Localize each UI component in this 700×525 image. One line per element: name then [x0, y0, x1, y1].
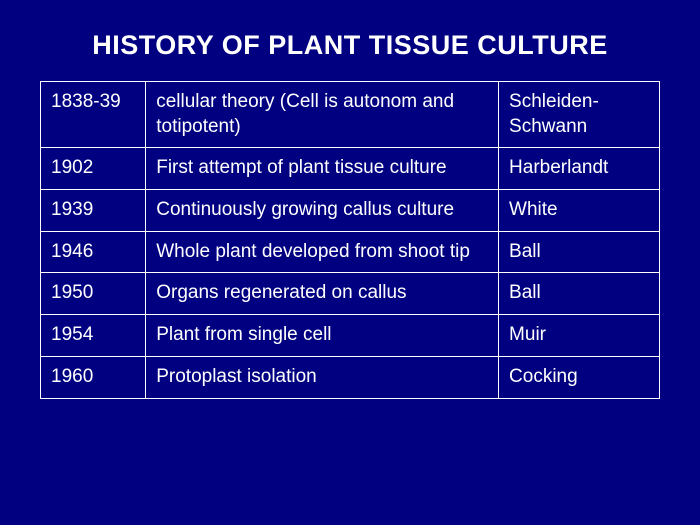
- table-row: 1960 Protoplast isolation Cocking: [41, 356, 660, 398]
- cell-year: 1902: [41, 148, 146, 190]
- cell-year: 1939: [41, 190, 146, 232]
- cell-description: cellular theory (Cell is autonom and tot…: [146, 82, 499, 148]
- table-row: 1946 Whole plant developed from shoot ti…: [41, 231, 660, 273]
- cell-description: Whole plant developed from shoot tip: [146, 231, 499, 273]
- cell-description: Protoplast isolation: [146, 356, 499, 398]
- cell-person: Harberlandt: [499, 148, 660, 190]
- cell-description: Continuously growing callus culture: [146, 190, 499, 232]
- slide-title: HISTORY OF PLANT TISSUE CULTURE: [40, 30, 660, 61]
- table-row: 1950 Organs regenerated on callus Ball: [41, 273, 660, 315]
- cell-year: 1954: [41, 315, 146, 357]
- table-body: 1838-39 cellular theory (Cell is autonom…: [41, 82, 660, 399]
- cell-person: Ball: [499, 273, 660, 315]
- slide-container: HISTORY OF PLANT TISSUE CULTURE 1838-39 …: [0, 0, 700, 525]
- table-row: 1954 Plant from single cell Muir: [41, 315, 660, 357]
- cell-year: 1946: [41, 231, 146, 273]
- cell-person: Schleiden-Schwann: [499, 82, 660, 148]
- table-row: 1902 First attempt of plant tissue cultu…: [41, 148, 660, 190]
- cell-description: First attempt of plant tissue culture: [146, 148, 499, 190]
- cell-person: White: [499, 190, 660, 232]
- cell-description: Plant from single cell: [146, 315, 499, 357]
- cell-description: Organs regenerated on callus: [146, 273, 499, 315]
- cell-person: Muir: [499, 315, 660, 357]
- table-row: 1939 Continuously growing callus culture…: [41, 190, 660, 232]
- cell-year: 1960: [41, 356, 146, 398]
- history-table: 1838-39 cellular theory (Cell is autonom…: [40, 81, 660, 399]
- cell-person: Ball: [499, 231, 660, 273]
- table-row: 1838-39 cellular theory (Cell is autonom…: [41, 82, 660, 148]
- cell-year: 1838-39: [41, 82, 146, 148]
- cell-person: Cocking: [499, 356, 660, 398]
- cell-year: 1950: [41, 273, 146, 315]
